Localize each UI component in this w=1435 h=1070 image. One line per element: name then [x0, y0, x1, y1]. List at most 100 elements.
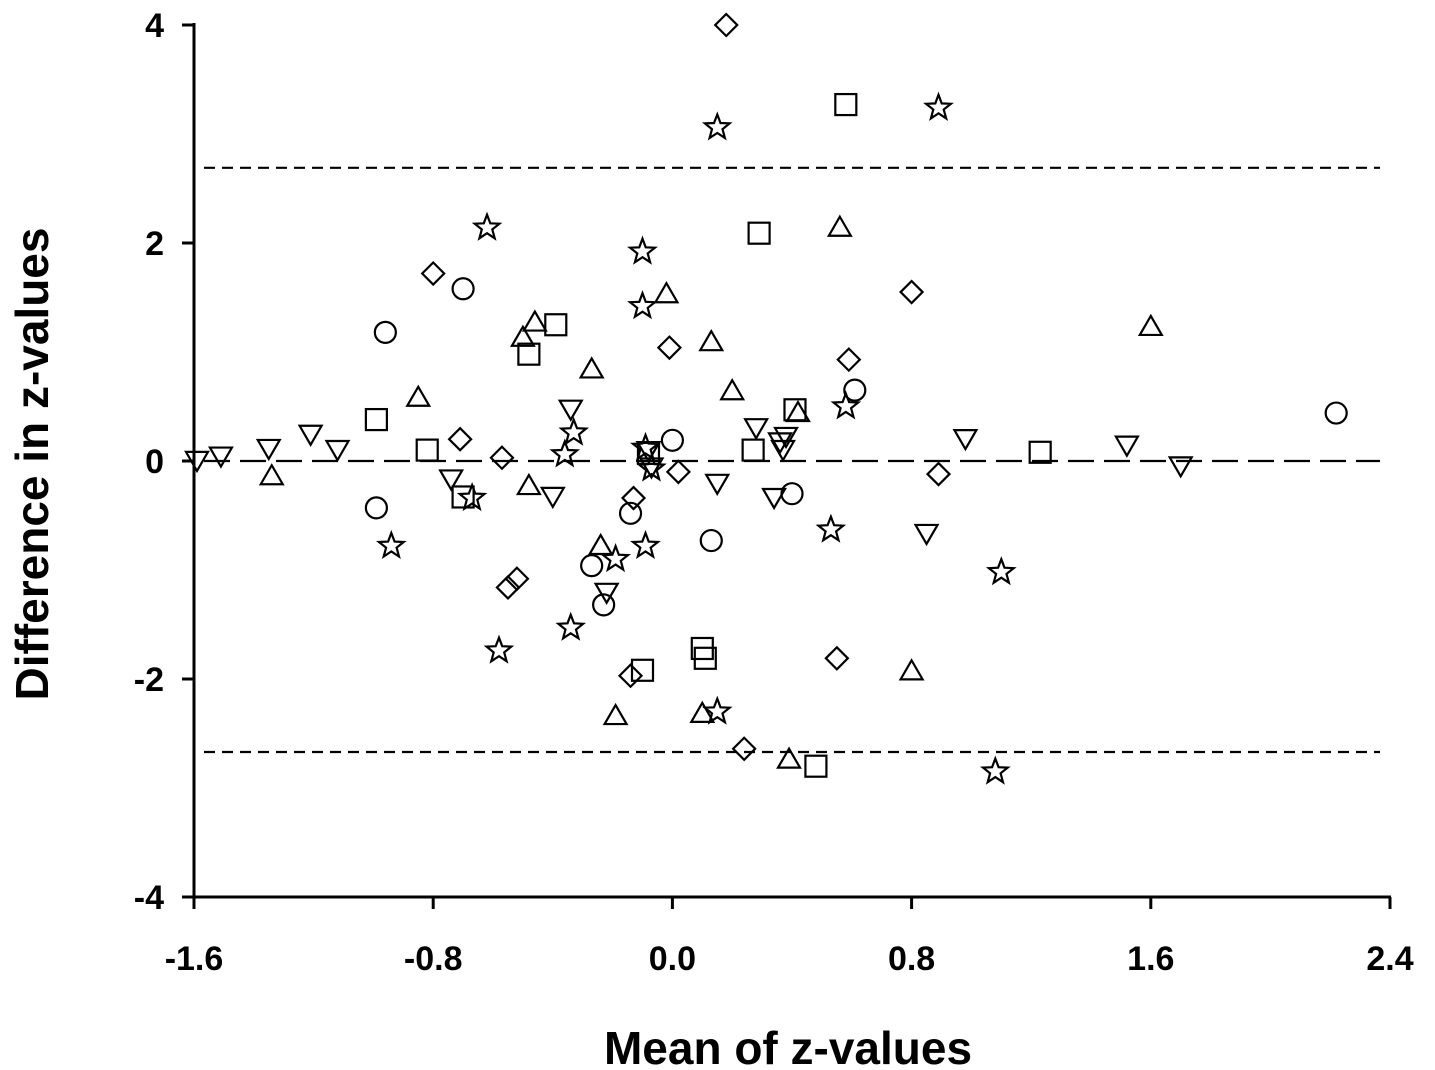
point-circle — [660, 428, 685, 452]
point-triangle-down — [184, 450, 210, 474]
point-triangle-up — [602, 702, 629, 726]
x-tick-label: -1.6 — [165, 940, 224, 978]
point-triangle-down — [208, 446, 234, 469]
point-circle — [451, 277, 475, 301]
point-diamond — [824, 645, 850, 671]
x-tick-label: 2.4 — [1366, 940, 1413, 978]
point-triangle-down — [1167, 456, 1194, 479]
point-star — [376, 529, 407, 560]
point-diamond — [495, 574, 521, 600]
point-circle — [780, 482, 804, 506]
point-diamond — [713, 12, 739, 38]
point-diamond — [620, 485, 647, 511]
point-triangle-up — [689, 700, 716, 723]
point-square — [747, 221, 771, 245]
point-star — [815, 513, 847, 543]
x-axis-title: Mean of z-values — [604, 1022, 972, 1070]
point-diamond — [656, 335, 682, 361]
point-square — [544, 313, 568, 337]
point-square — [364, 407, 388, 432]
point-circle — [1324, 401, 1348, 425]
point-star — [701, 695, 733, 725]
y-tick-label: 2 — [145, 225, 164, 263]
point-triangle-up — [521, 309, 548, 332]
point-star — [558, 416, 590, 446]
point-triangle-down — [593, 582, 620, 605]
point-triangle-up — [578, 356, 605, 379]
point-star — [830, 390, 862, 420]
point-circle — [364, 496, 388, 520]
point-star — [701, 111, 733, 141]
point-circle — [843, 378, 867, 402]
point-triangle-up — [698, 328, 725, 352]
x-tick-label: 1.6 — [1127, 940, 1174, 978]
point-diamond — [504, 566, 530, 592]
point-triangle-up — [785, 399, 811, 423]
point-star — [627, 235, 658, 265]
x-tick-label: 0.8 — [888, 940, 935, 978]
point-triangle-down — [704, 473, 731, 496]
reference-lines — [204, 166, 1380, 754]
point-diamond — [489, 445, 515, 471]
axes: -4 -2 0 2 4 -1.6 -0.8 0.0 0.8 1.6 2.4 — [134, 7, 1414, 978]
point-diamond — [925, 461, 952, 487]
point-square — [741, 438, 765, 462]
data-points — [184, 12, 1348, 785]
point-triangle-up — [405, 384, 432, 407]
point-diamond — [617, 663, 644, 689]
y-axis-title: Difference in z-values — [6, 228, 58, 701]
point-star — [471, 211, 503, 241]
point-square — [415, 438, 439, 462]
point-diamond — [731, 736, 757, 762]
point-star — [555, 611, 587, 641]
point-diamond — [665, 459, 691, 485]
point-star — [630, 431, 661, 461]
point-triangle-up — [509, 324, 536, 347]
y-tick-label: 0 — [145, 443, 164, 481]
point-triangle-down — [297, 424, 324, 447]
point-triangle-down — [773, 426, 799, 450]
point-square — [693, 646, 717, 670]
point-star — [985, 556, 1017, 586]
point-triangle-down — [255, 438, 282, 462]
point-triangle-down — [952, 429, 979, 452]
point-triangle-up — [776, 746, 802, 769]
point-square — [517, 342, 541, 366]
point-circle — [592, 593, 616, 617]
point-square — [834, 92, 858, 117]
point-triangle-up — [258, 463, 285, 486]
x-tick-label: -0.8 — [404, 940, 463, 978]
point-star — [600, 542, 631, 573]
point-triangle-up — [898, 658, 925, 681]
point-square — [1028, 440, 1052, 464]
point-triangle-up — [653, 281, 680, 304]
point-triangle-up — [826, 214, 853, 237]
point-triangle-up — [587, 532, 614, 556]
point-diamond — [447, 426, 473, 452]
point-triangle-down — [539, 486, 566, 510]
point-triangle-down — [743, 418, 770, 441]
point-triangle-down — [913, 523, 940, 547]
point-square — [630, 658, 655, 682]
point-triangle-up — [515, 472, 542, 496]
point-circle — [618, 501, 643, 525]
point-square — [451, 485, 475, 509]
point-circle — [699, 528, 723, 553]
point-triangle-down — [1113, 435, 1140, 458]
y-tick-label: -4 — [134, 879, 164, 917]
point-star — [630, 529, 661, 560]
point-star — [483, 634, 515, 664]
point-triangle-down — [557, 399, 584, 422]
y-tick-label: 4 — [145, 7, 164, 45]
point-diamond — [420, 260, 446, 287]
point-star — [980, 755, 1011, 785]
x-tick-label: 0.0 — [649, 940, 696, 978]
point-star — [636, 452, 667, 482]
y-tick-label: -2 — [134, 661, 164, 699]
point-triangle-up — [1137, 313, 1164, 337]
point-triangle-up — [719, 378, 746, 401]
point-star — [923, 91, 954, 121]
point-circle — [373, 320, 397, 344]
point-star — [549, 438, 581, 468]
point-diamond — [899, 279, 925, 305]
